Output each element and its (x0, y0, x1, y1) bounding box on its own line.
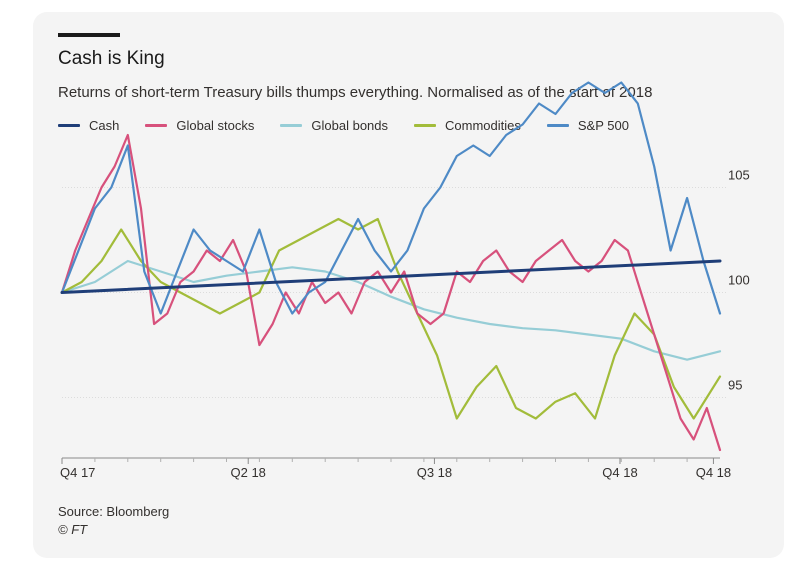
x-tick-label-1: Q2 18 (231, 465, 266, 480)
series-line-global-stocks (60, 133, 722, 452)
legend-label-sp500: S&P 500 (577, 117, 629, 133)
legend-swatch-global-stocks (145, 123, 168, 127)
legend-label-global-bonds: Global bonds (311, 117, 389, 133)
legend-swatch-sp500 (546, 123, 569, 127)
series-line-cash (60, 259, 722, 294)
chart-title: Cash is King (58, 48, 165, 69)
legend-swatch-global-bonds (280, 123, 303, 127)
ft-credit: © FT (58, 522, 88, 537)
legend-swatch-commodities (414, 123, 437, 127)
legend-label-global-stocks: Global stocks (176, 117, 255, 133)
legend-item-global-stocks: Global stocks (145, 118, 254, 133)
series-line-sp500 (60, 81, 722, 315)
series-line-global-bonds (60, 259, 722, 361)
legend: Cash Global stocks Global bonds Commodit… (58, 116, 655, 134)
legend-item-global-bonds: Global bonds (280, 118, 388, 133)
x-tick-label-0: Q4 17 (60, 465, 95, 480)
x-tick-label-2: Q3 18 (417, 465, 452, 480)
source-note: Source: Bloomberg (58, 504, 170, 519)
x-tick-label-3: Q4 18 (602, 465, 637, 480)
y-tick-label-95: 95 (728, 378, 742, 393)
legend-item-sp500: S&P 500 (546, 117, 629, 133)
y-tick-label-105: 105 (728, 168, 750, 183)
legend-label-cash: Cash (89, 117, 120, 133)
legend-item-cash: Cash (58, 118, 119, 133)
y-tick-label-100: 100 (728, 273, 750, 288)
legend-label-commodities: Commodities (445, 117, 521, 133)
x-tick-label-4: Q4 18 (696, 465, 731, 480)
legend-item-commodities: Commodities (414, 118, 521, 133)
chart-subtitle: Returns of short-term Treasury bills thu… (58, 84, 653, 101)
title-rule (58, 33, 120, 37)
legend-swatch-cash (58, 123, 80, 127)
